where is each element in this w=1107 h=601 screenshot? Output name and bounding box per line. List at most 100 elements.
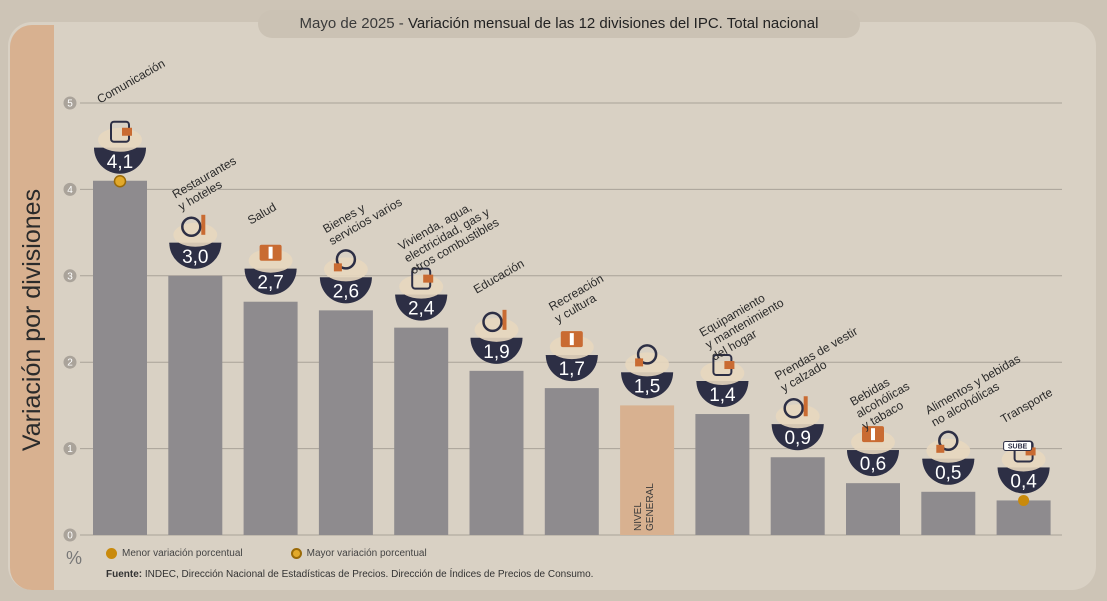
category-label: Salud <box>245 200 279 227</box>
icon-backdrop <box>399 274 444 299</box>
icon-fill <box>423 274 434 283</box>
value-label: 1,5 <box>634 376 660 397</box>
badge-shape <box>470 337 523 364</box>
badge-shape <box>997 467 1050 494</box>
icon-stroke <box>636 344 658 365</box>
bar <box>770 457 825 535</box>
y-tick-badge <box>63 355 77 369</box>
bulb-tools-icon <box>399 267 444 299</box>
value-label: 4,1 <box>107 152 133 173</box>
icon-fill <box>502 309 507 330</box>
badge-shape <box>771 424 824 451</box>
bar <box>695 414 750 535</box>
badge-shape <box>696 381 749 408</box>
legend-max-label: Mayor variación porcentual <box>306 548 427 559</box>
bar <box>846 483 900 535</box>
title-prefix: Mayo de 2025 - <box>299 15 408 32</box>
badge-shape <box>169 242 222 269</box>
bar <box>996 500 1051 535</box>
bar <box>544 388 599 535</box>
appliance-icon <box>700 354 745 386</box>
y-tick-badge <box>63 96 77 110</box>
icon-stroke <box>871 428 875 441</box>
badge-shape <box>319 277 372 304</box>
phone-icon <box>98 120 142 152</box>
icon-stroke <box>783 397 804 419</box>
food-icon <box>926 430 971 463</box>
y-tick-label: 2 <box>67 358 73 369</box>
health-kit-icon <box>248 244 293 273</box>
category-label: Educación <box>471 256 527 296</box>
icon-fill <box>1025 447 1036 456</box>
category-label: Transporte <box>998 385 1055 426</box>
y-tick-badge <box>63 442 77 456</box>
icon-fill <box>635 358 644 367</box>
value-badge: 2,4 <box>395 267 448 321</box>
category-label: Comunicación <box>95 56 168 106</box>
icon-stroke <box>938 430 959 452</box>
icon-backdrop <box>1001 447 1046 472</box>
value-badge: 0,4 SUBE <box>997 440 1050 494</box>
icon-fill <box>122 127 132 136</box>
value-badge: 2,7 <box>244 244 297 295</box>
value-badge: 0,5 <box>922 430 975 485</box>
icon-stroke <box>335 249 357 270</box>
y-tick-label: 1 <box>67 444 73 455</box>
clothes-icon <box>775 396 820 429</box>
value-label: 3,0 <box>182 247 208 268</box>
value-label: 0,5 <box>935 463 961 484</box>
general-bar-label: NIVEL <box>633 502 644 531</box>
icon-stroke <box>268 246 273 259</box>
icon-stroke <box>569 333 574 346</box>
bar <box>318 310 373 535</box>
bar <box>168 275 223 535</box>
y-tick-badge <box>63 528 77 542</box>
min-marker <box>1018 494 1030 506</box>
badge-shape <box>395 294 448 321</box>
y-tick-badge <box>63 182 77 196</box>
legend-max: Mayor variación porcentual <box>290 548 427 559</box>
badge-shape <box>545 355 598 382</box>
icon-backdrop <box>98 127 142 152</box>
value-label: 0,9 <box>784 428 810 449</box>
value-badge: 1,5 <box>621 344 674 399</box>
value-badge: 4,1 <box>94 120 146 174</box>
bar <box>921 491 976 535</box>
max-dot-icon <box>290 548 302 559</box>
comb-scissors-icon <box>323 249 368 282</box>
icon-fill <box>936 444 945 453</box>
basket-icon <box>625 344 670 377</box>
general-bar-label: GENERAL <box>645 483 656 531</box>
bar <box>469 370 524 535</box>
restaurant-icon <box>173 214 218 247</box>
icon-backdrop <box>700 361 745 386</box>
value-badge: 0,6 <box>847 426 899 477</box>
badge-shape <box>621 372 674 399</box>
legend-min-label: Menor variación porcentual <box>122 548 243 559</box>
badge-shape <box>94 147 146 174</box>
source-label: Fuente: <box>106 569 143 580</box>
y-tick-badge <box>63 269 77 283</box>
icon-stroke <box>482 311 503 333</box>
sube-card <box>1003 440 1033 451</box>
icon-fill <box>201 214 206 235</box>
umbrella-sun-icon <box>549 331 594 360</box>
source-note: Fuente: INDEC, Dirección Nacional de Est… <box>106 569 593 580</box>
drinks-icon <box>851 426 895 455</box>
bar <box>394 327 449 535</box>
title-main: Variación mensual de las 12 divisiones d… <box>407 15 819 32</box>
badge-shape <box>847 450 899 477</box>
y-tick-label: 4 <box>67 185 73 196</box>
value-badge: 3,0 <box>169 214 222 269</box>
value-label: 2,7 <box>257 273 283 294</box>
y-tick-label: 0 <box>67 531 73 542</box>
value-label: 2,6 <box>333 281 359 302</box>
icon-fill <box>803 396 808 417</box>
badge-shape <box>244 268 297 295</box>
legend: Menor variación porcentual Mayor variaci… <box>106 548 427 559</box>
icon-fill <box>724 361 735 370</box>
unit-label: % <box>66 548 83 568</box>
icon-fill <box>333 263 342 272</box>
value-label: 1,4 <box>709 385 736 406</box>
